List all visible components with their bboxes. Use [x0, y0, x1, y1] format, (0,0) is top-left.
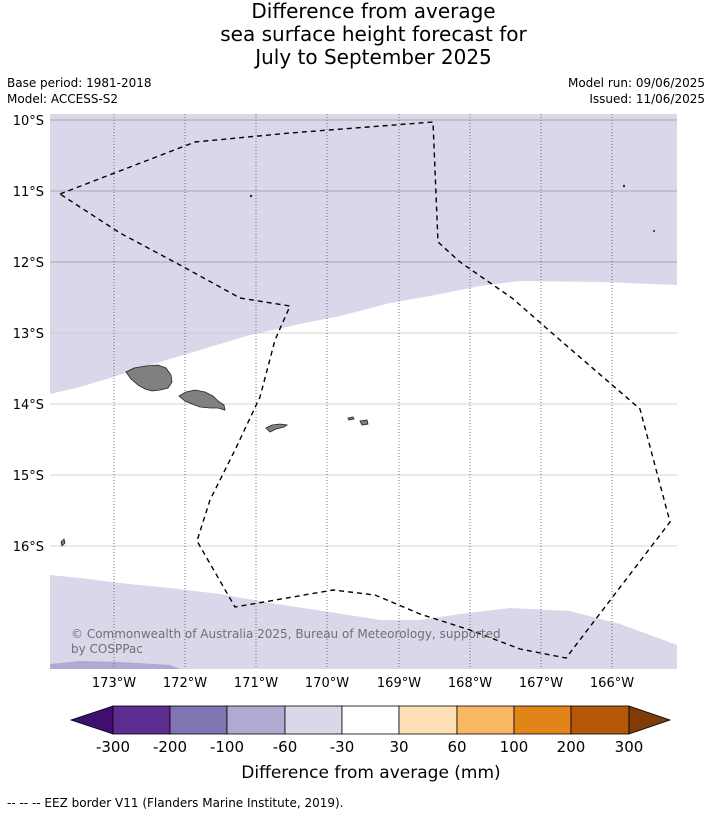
island-manua-1	[347, 416, 355, 421]
colorbar-tick: 300	[615, 738, 644, 756]
model-name: Model: ACCESS-S2	[7, 92, 119, 106]
colorbar-swatch	[513, 705, 572, 735]
map-panel	[50, 114, 677, 669]
longitude-labels: 173°W 172°W 171°W 170°W 169°W 168°W 167°…	[92, 676, 634, 691]
island-dot-2	[622, 184, 626, 188]
colorbar-tick: -200	[153, 738, 187, 756]
title-line-1: Difference from average	[251, 0, 496, 23]
meta-right: Model run: 09/06/2025 Issued: 11/06/2025	[568, 75, 705, 107]
title-line-3: July to September 2025	[255, 45, 492, 69]
lat-label: 15°S	[13, 469, 44, 484]
lon-label: 172°W	[163, 676, 207, 691]
anomaly-region-south	[50, 575, 677, 669]
latitude-labels: 10°S 11°S 12°S 13°S 14°S 15°S 16°S	[13, 114, 44, 555]
colorbar-swatch	[398, 705, 458, 735]
island-upolu	[178, 389, 226, 411]
copyright-notice: © Commonwealth of Australia 2025, Bureau…	[71, 627, 501, 656]
colorbar-swatch	[226, 705, 286, 735]
lon-label: 170°W	[305, 676, 349, 691]
colorbar-label: Difference from average (mm)	[241, 763, 500, 783]
lon-label: 171°W	[234, 676, 278, 691]
eez-borders	[58, 121, 671, 659]
colorbar	[69, 705, 672, 735]
lat-label: 14°S	[13, 398, 44, 413]
island-savaii	[125, 364, 173, 392]
island-manua-2	[359, 419, 369, 426]
eez-border-tokelau	[58, 121, 671, 659]
eez-legend-note: -- -- -- EEZ border V11 (Flanders Marine…	[7, 796, 344, 810]
meta-left: Base period: 1981-2018 Model: ACCESS-S2	[7, 75, 152, 107]
island-dot-1	[249, 194, 253, 198]
latitude-gridlines	[50, 119, 677, 547]
lat-label: 16°S	[13, 540, 44, 555]
colorbar-swatch	[169, 705, 228, 735]
base-period: Base period: 1981-2018	[7, 76, 152, 90]
title-line-2: sea surface height forecast for	[220, 22, 527, 46]
lon-label: 166°W	[590, 676, 634, 691]
issued-date: Issued: 11/06/2025	[589, 92, 705, 106]
colorbar-swatch	[456, 705, 515, 735]
lat-label: 11°S	[13, 185, 44, 200]
island-dot-3	[653, 229, 656, 232]
model-run: Model run: 09/06/2025	[567, 76, 705, 90]
island-small-west	[60, 538, 66, 547]
colorbar-tick: 100	[500, 738, 529, 756]
longitude-gridlines	[113, 114, 613, 669]
land-areas	[60, 184, 656, 547]
colorbar-tick: -30	[330, 738, 355, 756]
colorbar-tick: -100	[210, 738, 244, 756]
colorbar-swatch	[570, 705, 630, 735]
colorbar-tick: 60	[447, 738, 466, 756]
colorbar-swatch	[112, 705, 171, 735]
lon-label: 168°W	[448, 676, 492, 691]
lat-label: 10°S	[13, 114, 44, 129]
lon-label: 169°W	[377, 676, 421, 691]
map-title: Difference from average sea surface heig…	[0, 0, 713, 69]
colorbar-tick: -300	[96, 738, 130, 756]
lon-label: 173°W	[92, 676, 136, 691]
anomaly-region-south-deeper	[50, 661, 180, 669]
colorbar-tick: 30	[389, 738, 408, 756]
copyright-line-2: by COSPPac	[71, 642, 143, 656]
anomaly-region-north	[50, 114, 677, 394]
colorbar-extend-high	[628, 705, 672, 735]
colorbar-extend-low	[69, 705, 114, 735]
colorbar-tick: 200	[557, 738, 586, 756]
lon-label: 167°W	[519, 676, 563, 691]
colorbar-swatch	[341, 705, 400, 735]
colorbar-swatch	[284, 705, 343, 735]
island-tutuila	[265, 423, 289, 433]
lat-label: 12°S	[13, 256, 44, 271]
lat-label: 13°S	[13, 327, 44, 342]
copyright-line-1: © Commonwealth of Australia 2025, Bureau…	[71, 627, 501, 641]
colorbar-tick: -60	[273, 738, 298, 756]
colorbar-tick-labels: -300 -200 -100 -60 -30 30 60 100 200 300	[96, 738, 643, 756]
